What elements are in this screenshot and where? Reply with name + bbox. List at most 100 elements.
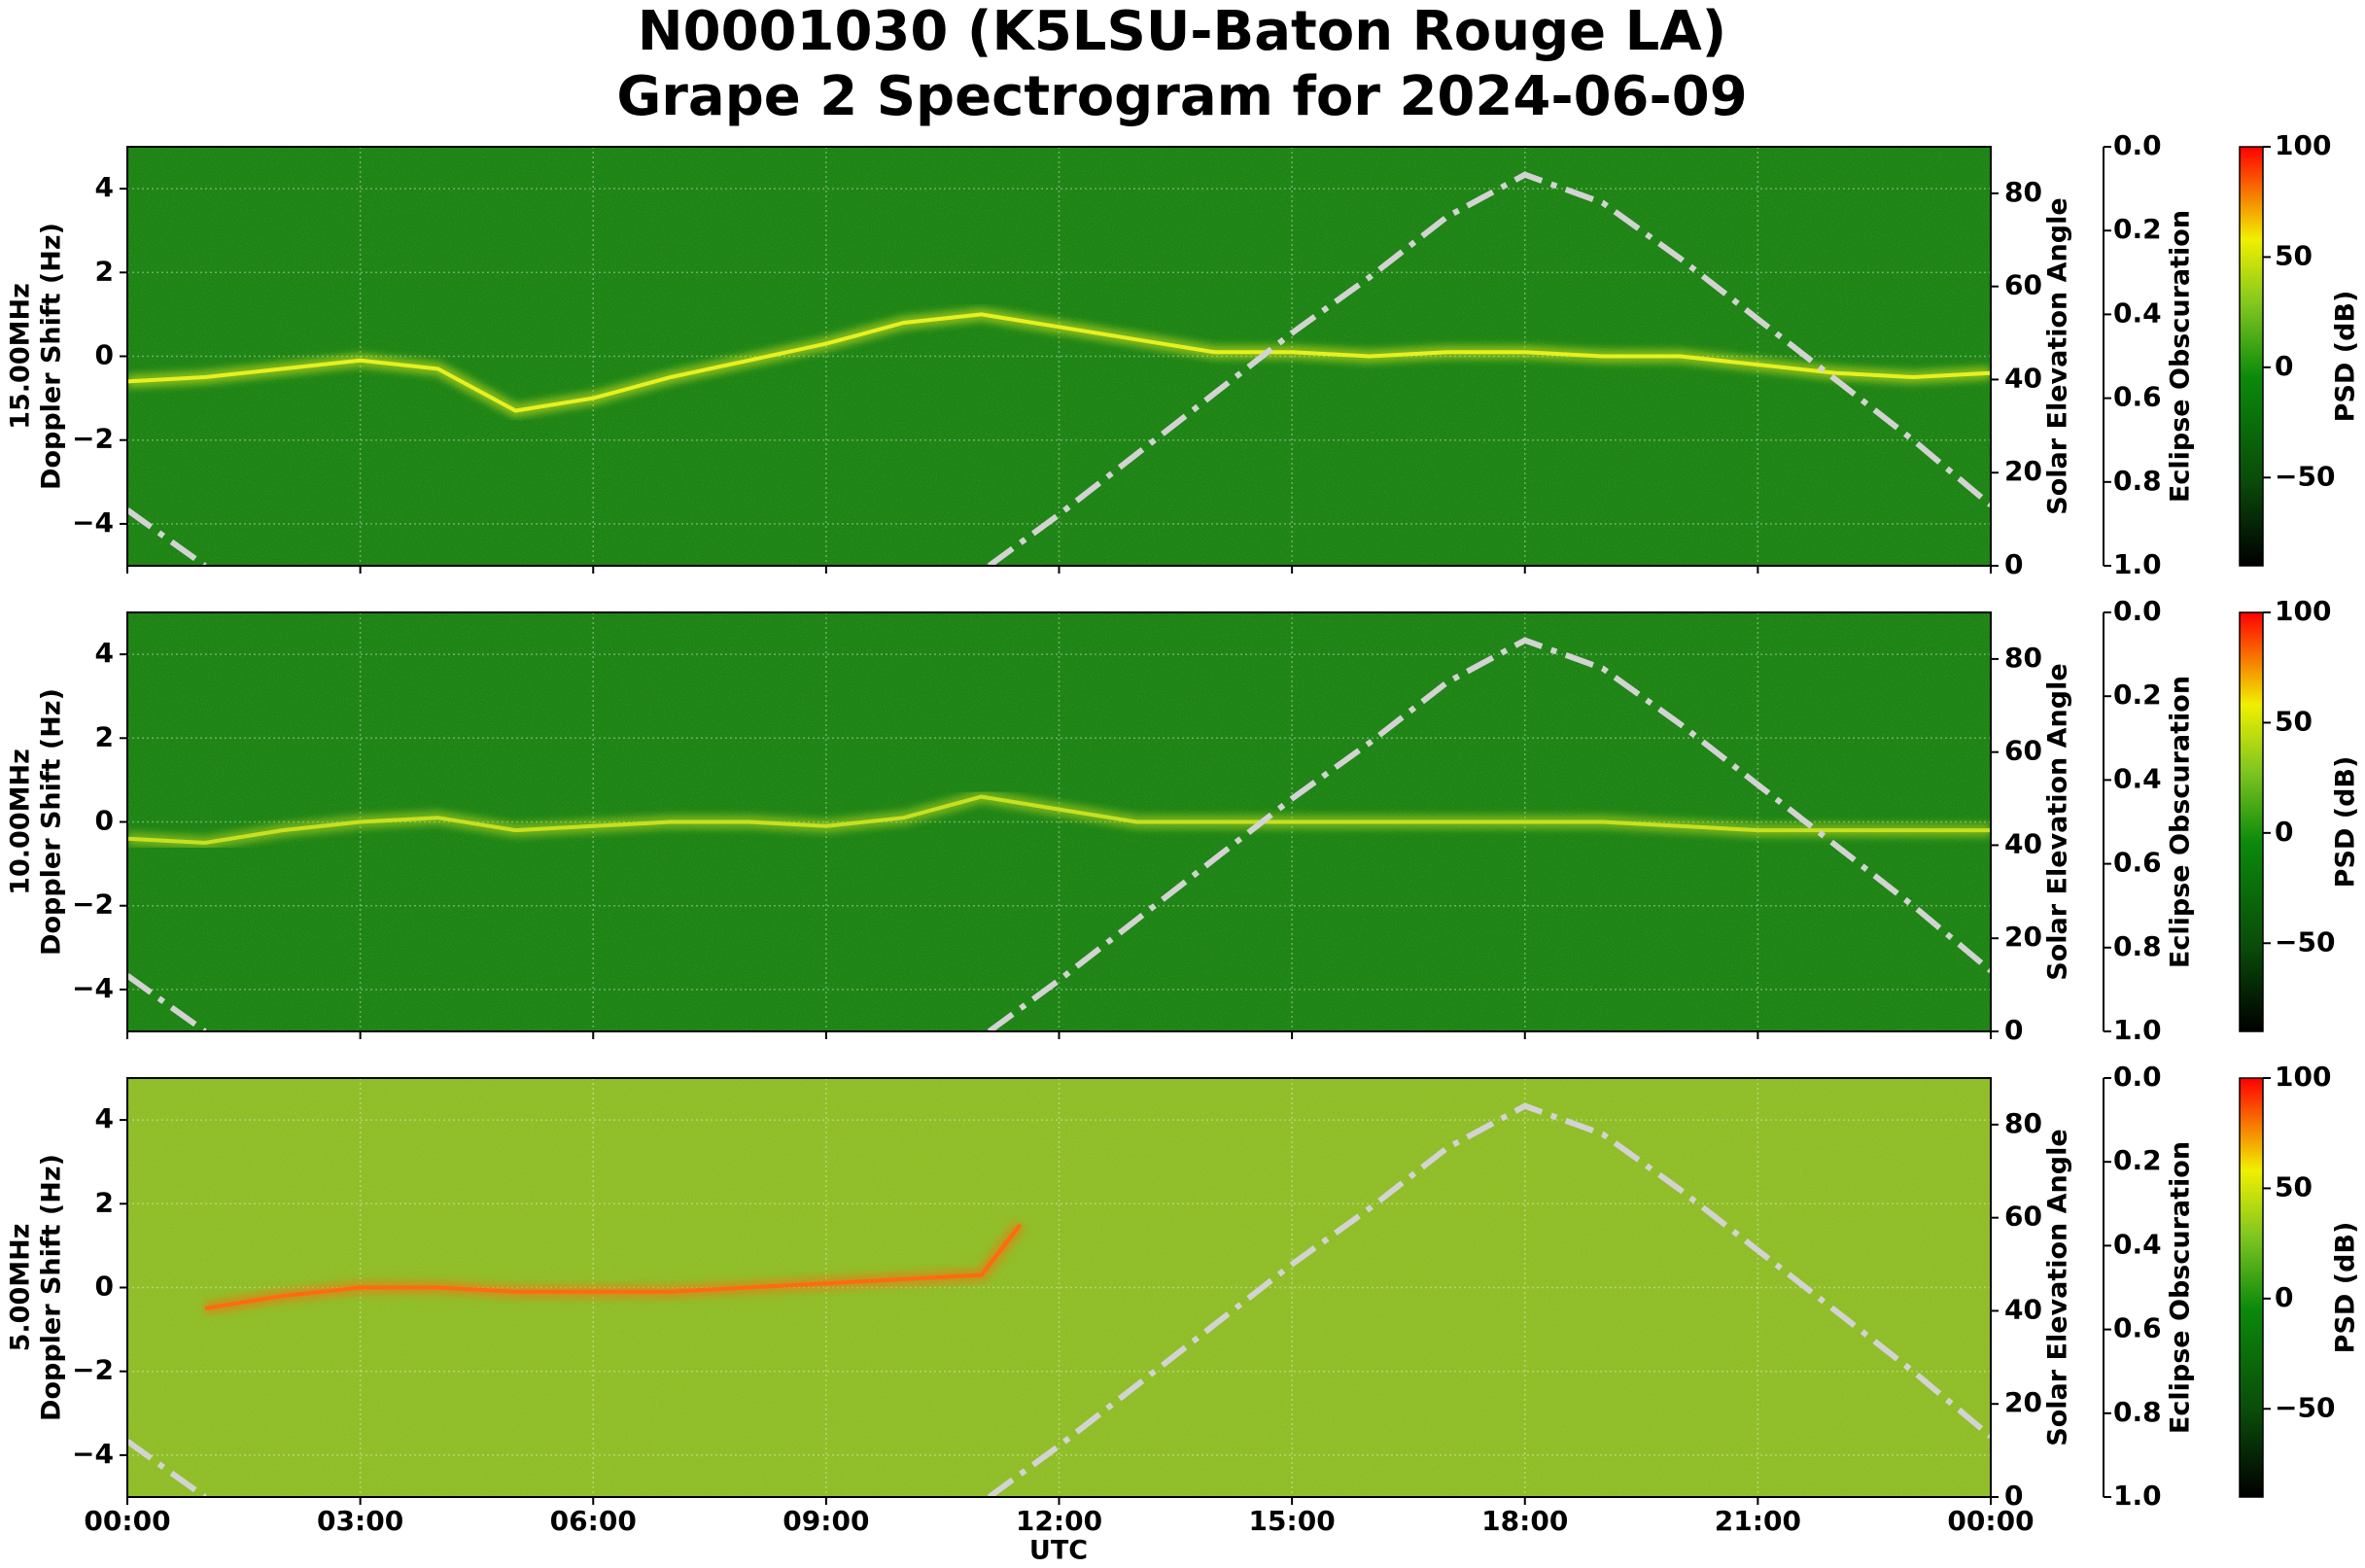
x-tick-label: 15:00 <box>1249 1505 1336 1537</box>
doppler-trace <box>127 312 1991 413</box>
y-axis-label: Doppler Shift (Hz) <box>37 223 67 490</box>
y2-tick-label: 60 <box>2004 1201 2042 1233</box>
y-tick-label: −4 <box>72 506 114 539</box>
y-tick-label: −2 <box>72 889 114 921</box>
elevation-line <box>127 171 1991 566</box>
x-tick-label: 06:00 <box>550 1505 637 1537</box>
y3-tick-label: 0.8 <box>2113 1396 2162 1428</box>
colorbar-label: PSD (dB) <box>2331 1222 2361 1354</box>
series-group <box>127 307 1991 418</box>
y3-axis-label: Eclipse Obscuration <box>2166 1141 2196 1434</box>
colorbar <box>2239 611 2264 1032</box>
colorbar-tick-label: −50 <box>2275 925 2335 958</box>
y3-axis-label: Eclipse Obscuration <box>2166 676 2196 968</box>
x-tick-label: 03:00 <box>317 1505 403 1537</box>
y-tick-label: 2 <box>95 720 114 752</box>
y-tick-label: −4 <box>72 1438 114 1470</box>
y-axis-label: Doppler Shift (Hz) <box>37 688 67 956</box>
series-group <box>127 637 1991 1031</box>
y2-axis-label: Solar Elevation Angle <box>2043 663 2073 980</box>
colorbar-tick-label: −50 <box>2275 1391 2335 1423</box>
y3-axis-label: Eclipse Obscuration <box>2166 210 2196 503</box>
y2-tick-label: 40 <box>2004 827 2042 859</box>
y3-tick-label: 0.8 <box>2113 465 2162 497</box>
band-label: 5.00MHz <box>6 1224 36 1352</box>
y2-tick-label: 80 <box>2004 1107 2042 1139</box>
y3-tick-label: 0.4 <box>2113 296 2162 329</box>
y2-tick-label: 40 <box>2004 1293 2042 1325</box>
colorbar <box>2239 146 2264 567</box>
y3-tick-label: 1.0 <box>2113 1014 2162 1046</box>
y3-tick-label: 1.0 <box>2113 1480 2162 1512</box>
colorbar-label: PSD (dB) <box>2331 291 2361 423</box>
x-tick-label: 12:00 <box>1016 1505 1102 1537</box>
series-group <box>127 789 1991 851</box>
x-tick-label: 00:00 <box>84 1505 170 1537</box>
x-tick-label: 18:00 <box>1481 1505 1568 1537</box>
elevation-line <box>127 637 1991 1031</box>
y2-tick-label: 80 <box>2004 642 2042 674</box>
band-label: 10.00MHz <box>6 749 36 895</box>
chart-title: N0001030 (K5LSU-Baton Rouge LA) <box>638 0 1727 63</box>
y-tick-label: −2 <box>72 423 114 455</box>
colorbar-tick-label: 0 <box>2275 1281 2293 1313</box>
x-tick-label: 00:00 <box>1947 1505 2034 1537</box>
y3-tick-label: 1.0 <box>2113 548 2162 580</box>
doppler-trace <box>204 1223 1023 1310</box>
x-axis-label: UTC <box>1029 1536 1088 1566</box>
colorbar-tick-label: 50 <box>2275 239 2313 271</box>
y-tick-label: 2 <box>95 1186 114 1218</box>
colorbar-label: PSD (dB) <box>2331 756 2361 889</box>
y-tick-label: 4 <box>95 1102 114 1134</box>
y3-tick-label: 0.0 <box>2113 595 2162 627</box>
colorbar <box>2239 1077 2264 1498</box>
y3-tick-label: 0.2 <box>2113 679 2162 711</box>
series-group <box>203 1220 1026 1315</box>
y2-tick-label: 0 <box>2004 548 2023 580</box>
colorbar-tick-label: 0 <box>2275 350 2293 382</box>
y-tick-label: 2 <box>95 255 114 287</box>
y2-tick-label: 0 <box>2004 1480 2023 1512</box>
y3-tick-label: 0.0 <box>2113 1061 2162 1093</box>
doppler-trace <box>127 794 1991 846</box>
x-tick-label: 09:00 <box>783 1505 869 1537</box>
y-tick-label: −2 <box>72 1354 114 1386</box>
elevation-line <box>127 1102 1991 1497</box>
y2-tick-label: 40 <box>2004 362 2042 394</box>
y2-tick-label: 20 <box>2004 921 2042 953</box>
y-tick-label: 4 <box>95 171 114 203</box>
y-tick-label: 4 <box>95 637 114 669</box>
y3-tick-label: 0.8 <box>2113 930 2162 962</box>
y3-tick-label: 0.0 <box>2113 129 2162 161</box>
y-tick-label: 0 <box>95 339 114 371</box>
y-axis-label: Doppler Shift (Hz) <box>37 1154 67 1421</box>
colorbar-tick-label: −50 <box>2275 460 2335 492</box>
y3-tick-label: 0.6 <box>2113 847 2162 879</box>
colorbar-tick-label: 50 <box>2275 1170 2313 1202</box>
y2-tick-label: 20 <box>2004 455 2042 487</box>
y-tick-label: 0 <box>95 805 114 837</box>
series-group <box>127 171 1991 566</box>
y3-tick-label: 0.6 <box>2113 381 2162 413</box>
colorbar-tick-label: 0 <box>2275 816 2293 848</box>
y2-tick-label: 60 <box>2004 269 2042 301</box>
colorbar-tick-label: 50 <box>2275 705 2313 737</box>
colorbar-tick-label: 100 <box>2275 1061 2331 1093</box>
x-tick-label: 21:00 <box>1715 1505 1801 1537</box>
y2-axis-label: Solar Elevation Angle <box>2043 197 2073 514</box>
band-label: 15.00MHz <box>6 283 36 430</box>
y3-tick-label: 0.6 <box>2113 1312 2162 1344</box>
y2-tick-label: 80 <box>2004 176 2042 208</box>
colorbar-tick-label: 100 <box>2275 595 2331 627</box>
y-tick-label: −4 <box>72 972 114 1004</box>
y2-tick-label: 0 <box>2004 1014 2023 1046</box>
y2-tick-label: 20 <box>2004 1386 2042 1418</box>
y2-axis-label: Solar Elevation Angle <box>2043 1129 2073 1446</box>
colorbar-tick-label: 100 <box>2275 129 2331 161</box>
y3-tick-label: 0.4 <box>2113 762 2162 794</box>
y3-tick-label: 0.2 <box>2113 213 2162 245</box>
chart-subtitle: Grape 2 Spectrogram for 2024-06-09 <box>616 65 1747 128</box>
y-tick-label: 0 <box>95 1271 114 1303</box>
